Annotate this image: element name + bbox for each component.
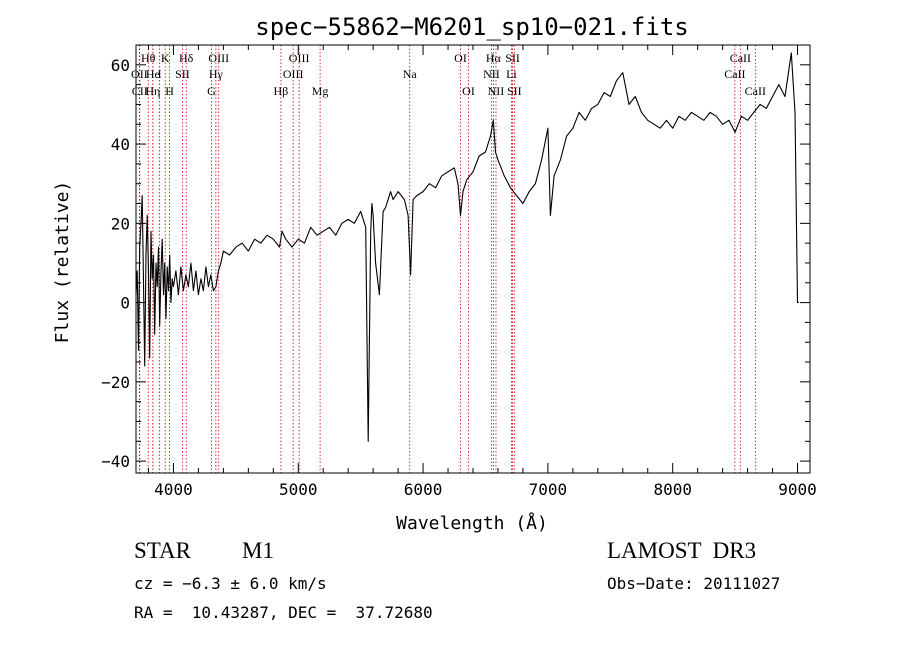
line-marker-label: H <box>165 84 174 98</box>
line-marker-label: Hη <box>145 84 160 98</box>
x-tick-label: 6000 <box>404 480 443 499</box>
line-marker-label: Hγ <box>209 67 224 81</box>
survey-name: LAMOST DR3 <box>607 538 757 563</box>
line-marker-label: Mg <box>312 84 329 98</box>
line-marker-label: He <box>146 67 160 81</box>
line-marker-label: CaII <box>724 67 745 81</box>
x-axis-label: Wavelength (Å) <box>396 512 548 534</box>
line-marker-label: G <box>207 84 216 98</box>
line-marker-label: K <box>161 51 170 65</box>
x-tick-label: 8000 <box>653 480 692 499</box>
line-marker-label: OIII <box>283 67 304 81</box>
line-marker-label: Hδ <box>179 51 194 65</box>
y-tick-label: −40 <box>101 452 130 471</box>
line-marker-label: OIII <box>289 51 310 65</box>
y-tick-label: 20 <box>111 214 130 233</box>
object-class: STAR <box>134 538 191 563</box>
line-marker-label: Li <box>506 67 517 81</box>
spectrum-series <box>135 52 799 442</box>
line-marker-label: NII <box>483 67 500 81</box>
x-axis: 4000 5000 6000 7000 8000 9000 <box>147 45 817 499</box>
line-marker-label: CaII <box>730 51 751 65</box>
observation-date: Obs−Date: 20111027 <box>607 574 781 593</box>
line-marker-label: CaII <box>745 84 766 98</box>
y-axis: −40 −20 0 20 40 60 <box>101 56 810 471</box>
line-marker-label: Hθ <box>141 51 156 65</box>
line-marker-label: OI <box>462 84 475 98</box>
line-marker-label: SII <box>507 84 522 98</box>
object-classification: STAR M1 <box>134 538 274 564</box>
y-tick-label: 60 <box>111 56 130 75</box>
chart-title: spec−55862−M6201_sp10−021.fits <box>255 13 688 41</box>
y-tick-label: 0 <box>120 294 130 313</box>
line-marker-label: NII <box>488 84 505 98</box>
line-marker-label: SII <box>505 51 520 65</box>
line-marker-label: SII <box>175 67 190 81</box>
x-tick-label: 7000 <box>529 480 568 499</box>
emission-line-markers <box>138 45 756 473</box>
spectrum-line <box>135 52 799 442</box>
y-tick-label: 40 <box>111 135 130 154</box>
line-marker-label: I <box>158 67 162 81</box>
line-marker-label: Na <box>403 67 418 81</box>
line-marker-label: OIII <box>208 51 229 65</box>
x-tick-label: 5000 <box>279 480 318 499</box>
x-tick-label: 9000 <box>778 480 817 499</box>
plot-frame <box>135 44 811 474</box>
line-marker-label: OII <box>131 67 148 81</box>
redshift-velocity: cz = −6.3 ± 6.0 km/s <box>134 574 327 593</box>
line-marker-label: Hα <box>486 51 502 65</box>
object-subclass: M1 <box>242 538 274 563</box>
x-tick-label: 4000 <box>154 480 193 499</box>
line-marker-label: OI <box>454 51 467 65</box>
y-tick-label: −20 <box>101 373 130 392</box>
coordinates: RA = 10.43287, DEC = 37.72680 <box>134 603 433 622</box>
line-marker-label: Hβ <box>274 84 289 98</box>
y-axis-label: Flux (relative) <box>52 181 73 344</box>
